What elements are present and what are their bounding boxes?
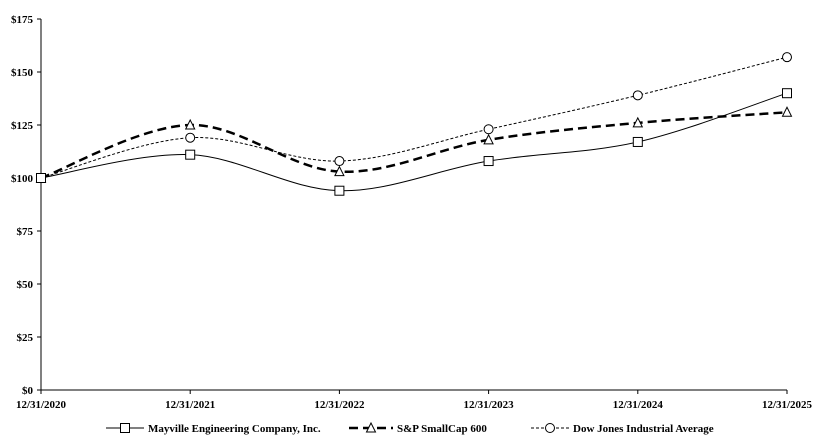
legend-marker-circle [545,423,555,433]
y-tick-label: $0 [22,385,34,397]
data-point-triangle [483,133,494,145]
legend-item: Dow Jones Industrial Average [531,423,714,435]
series-line [40,56,788,179]
y-tick-label: $25 [17,332,34,344]
y-tick-label: $75 [17,226,34,238]
x-tick-label: 12/31/2025 [762,399,813,411]
x-axis-ticks: 12/31/2020 12/31/2021 12/31/2022 12/31/2023… [16,390,813,411]
data-point-triangle [781,106,793,117]
data-point-square [185,149,196,160]
series-square [36,88,792,196]
x-tick-label: 12/31/2024 [613,399,664,411]
data-point-triangle [632,116,644,128]
legend: Mayville Engineering Company, Inc. S&P Sm… [106,421,714,435]
chart-axes [40,19,787,391]
legend-marker-square [120,423,130,433]
data-point-triangle [184,118,196,130]
x-tick-label: 12/31/2023 [464,399,515,411]
y-tick-label: $125 [11,120,34,132]
data-point-circle [334,156,345,167]
data-point-circle [185,132,196,143]
y-axis-ticks: $0 $25 $50 $75 $100 $125 $150 $175 [11,14,41,397]
data-point-square [483,156,494,167]
data-point-square [334,185,345,196]
x-tick-label: 12/31/2021 [165,399,215,411]
legend-item: S&P SmallCap 600 [349,421,487,435]
data-point-square [632,136,643,147]
data-point-circle [632,90,643,101]
data-point-circle [483,124,494,135]
data-point-square [36,173,46,183]
y-tick-label: $100 [11,173,34,185]
y-tick-label: $150 [11,67,34,79]
x-tick-label: 12/31/2022 [314,399,365,411]
y-tick-label: $175 [11,14,34,26]
series-lines [35,52,793,196]
legend-label: S&P SmallCap 600 [397,423,487,435]
legend-label: Dow Jones Industrial Average [573,423,714,435]
series-triangle [35,106,793,183]
legend-marker-triangle [365,421,377,433]
series-line [40,111,788,180]
legend-label: Mayville Engineering Company, Inc. [148,423,321,435]
data-point-triangle [334,165,345,177]
data-point-circle [782,52,792,63]
series-line [40,92,788,192]
legend-item: Mayville Engineering Company, Inc. [106,423,321,435]
data-point-square [782,88,792,99]
x-tick-label: 12/31/2020 [16,399,67,411]
series-circle [36,52,792,183]
y-tick-label: $50 [17,279,34,291]
